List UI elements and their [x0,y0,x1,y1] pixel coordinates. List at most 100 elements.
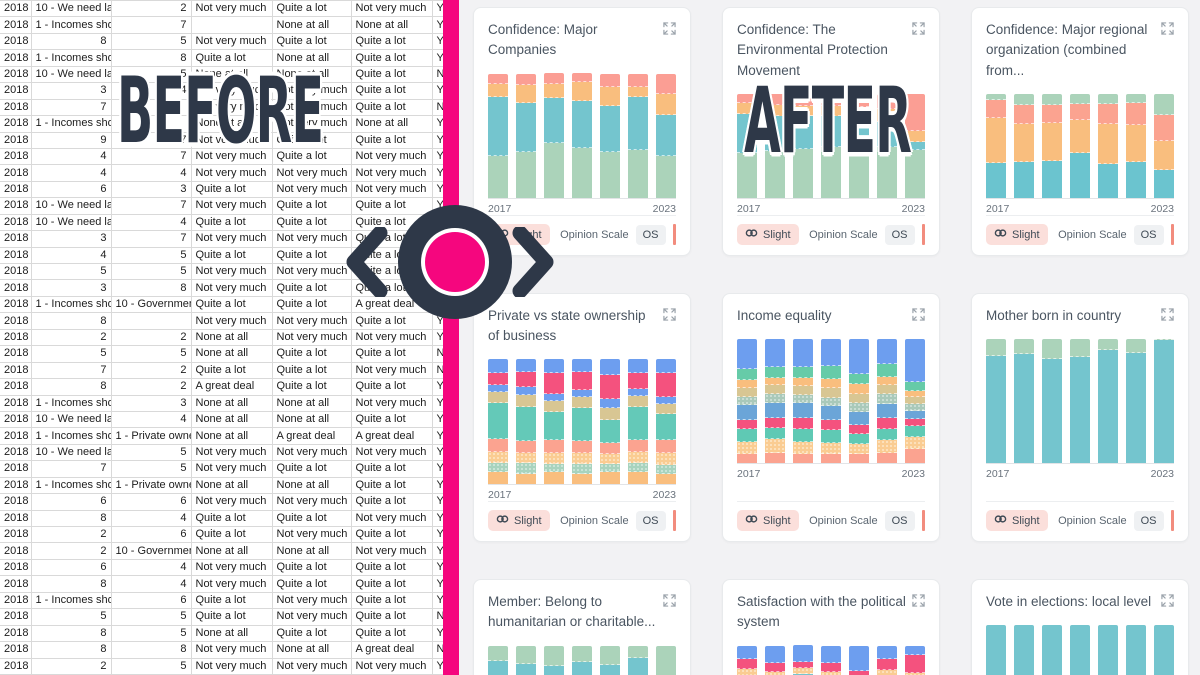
bar-2023[interactable] [1154,339,1174,464]
bar-2019[interactable] [1042,625,1062,675]
bar-2018[interactable] [516,645,536,675]
expand-icon[interactable] [912,308,925,324]
scale-badge[interactable]: OS [635,510,666,531]
bar-2023[interactable] [656,359,676,484]
expand-icon[interactable] [1161,594,1174,610]
bar-2017[interactable] [737,645,757,675]
bar-2021[interactable] [849,93,869,198]
scale-badge[interactable]: OS [1133,510,1164,531]
bar-2021[interactable] [600,359,620,484]
bar-2017[interactable] [737,93,757,198]
bar-2023[interactable] [1154,93,1174,198]
bar-2022[interactable] [877,339,897,464]
expand-icon[interactable] [663,594,676,610]
bar-2019[interactable] [1042,339,1062,464]
scale-badge[interactable]: OS [884,224,915,245]
bar-2020[interactable] [821,645,841,675]
bar-2017[interactable] [737,339,757,464]
slight-tag-badge[interactable]: Slight [986,510,1048,531]
expand-icon[interactable] [912,594,925,610]
expand-icon[interactable] [1161,308,1174,324]
bar-2022[interactable] [877,93,897,198]
bar-2017[interactable] [986,93,1006,198]
bar-2023[interactable] [905,339,925,464]
bar-2021[interactable] [600,73,620,198]
bar-2019[interactable] [793,93,813,198]
bar-2018[interactable] [1014,93,1034,198]
bar-2020[interactable] [821,93,841,198]
bar-segment-sage-dotted [572,463,592,474]
bar-2018[interactable] [516,359,536,484]
bar-2017[interactable] [488,645,508,675]
bar-segment-blue [737,339,757,369]
bar-2021[interactable] [1098,625,1118,675]
bar-segment-sage [793,149,813,198]
spreadsheet-cell: 8 [111,641,192,659]
bar-2020[interactable] [572,359,592,484]
bar-2023[interactable] [905,93,925,198]
bar-segment-salmon [656,73,676,94]
bar-2018[interactable] [765,339,785,464]
bar-2018[interactable] [516,73,536,198]
bar-2023[interactable] [905,645,925,675]
spreadsheet-cell: Not very much [272,164,352,182]
bar-2017[interactable] [986,339,1006,464]
scale-badge[interactable]: OS [884,510,915,531]
spreadsheet-cell: 7 [31,99,112,117]
bar-2023[interactable] [656,645,676,675]
bar-2022[interactable] [1126,625,1146,675]
bar-2018[interactable] [765,645,785,675]
scale-label: Opinion Scale [560,514,629,527]
bar-2022[interactable] [877,645,897,675]
bar-2021[interactable] [849,645,869,675]
bar-2019[interactable] [544,645,564,675]
spreadsheet-cell: Quite a lot [272,132,352,149]
bar-2022[interactable] [628,645,648,675]
scale-badge[interactable]: OS [635,224,666,245]
bar-2019[interactable] [1042,93,1062,198]
bar-2019[interactable] [793,339,813,464]
slight-tag-badge[interactable]: Slight [986,224,1048,245]
bar-2022[interactable] [1126,93,1146,198]
bar-2020[interactable] [572,645,592,675]
bar-2020[interactable] [572,73,592,198]
comparison-slider-handle[interactable] [398,205,512,319]
spreadsheet-cell: 7 [31,460,112,478]
expand-icon[interactable] [912,22,925,38]
bar-2019[interactable] [544,73,564,198]
bar-2018[interactable] [765,93,785,198]
spreadsheet-cell: Not very much [351,395,433,412]
card-footer: Slight Opinion Scale OS [986,215,1174,255]
bar-2021[interactable] [1098,93,1118,198]
slight-tag-badge[interactable]: Slight [737,510,799,531]
scale-badge[interactable]: OS [1133,224,1164,245]
bar-2018[interactable] [1014,339,1034,464]
expand-icon[interactable] [1161,22,1174,38]
expand-icon[interactable] [663,308,676,324]
x-axis-labels: 2017 2023 [488,203,676,215]
bar-2021[interactable] [1098,339,1118,464]
bar-2017[interactable] [488,73,508,198]
spreadsheet-cell: Not very much [191,132,273,149]
bar-2020[interactable] [821,339,841,464]
bar-2020[interactable] [1070,93,1090,198]
bar-segment-teal [1014,353,1034,464]
bar-2022[interactable] [628,73,648,198]
bar-2017[interactable] [986,625,1006,675]
bar-2017[interactable] [488,359,508,484]
bar-2018[interactable] [1014,625,1034,675]
spreadsheet-cell: Not very much [272,230,352,248]
bar-2021[interactable] [849,339,869,464]
bar-2019[interactable] [793,645,813,675]
bar-2022[interactable] [628,359,648,484]
bar-2023[interactable] [1154,625,1174,675]
bar-2022[interactable] [1126,339,1146,464]
bar-2020[interactable] [1070,339,1090,464]
slight-tag-badge[interactable]: Slight [737,224,799,245]
bar-2023[interactable] [656,73,676,198]
bar-2019[interactable] [544,359,564,484]
expand-icon[interactable] [663,22,676,38]
slight-tag-badge[interactable]: Slight [488,510,550,531]
bar-2021[interactable] [600,645,620,675]
bar-2020[interactable] [1070,625,1090,675]
